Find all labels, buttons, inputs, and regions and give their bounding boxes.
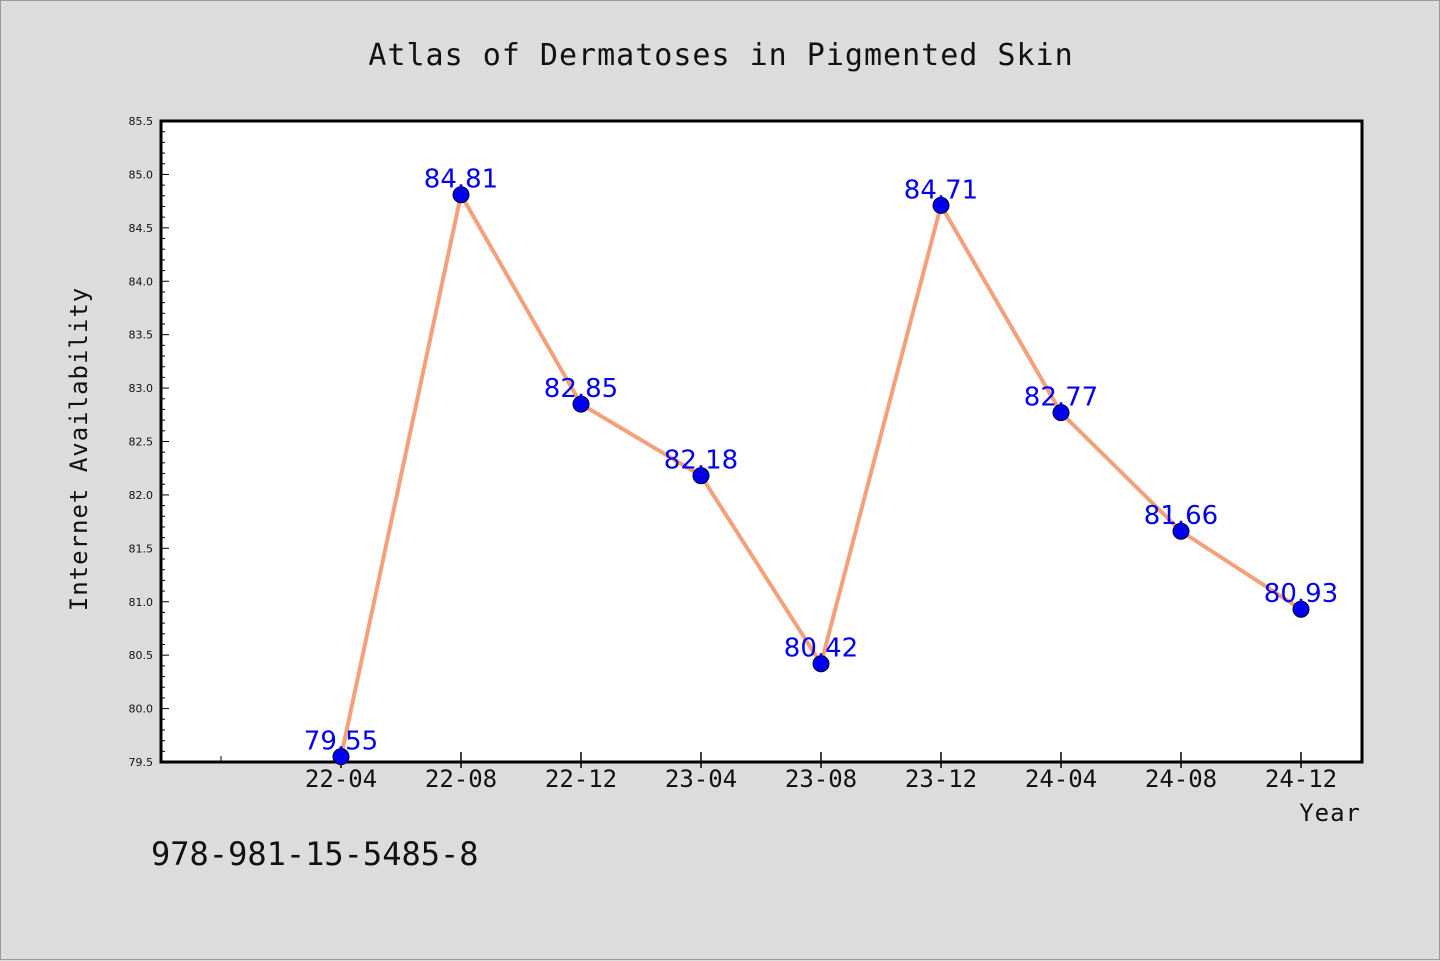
x-tick-label: 24-08 <box>1145 765 1217 793</box>
x-axis-label: Year <box>1299 799 1361 827</box>
x-tick-label: 24-04 <box>1025 765 1097 793</box>
y-tick-label: 81.5 <box>129 542 154 555</box>
y-axis: 79.5 80.0 80.5 81.0 81.5 82.0 82.5 83.0 83.5 84.0… <box>129 115 169 769</box>
data-label: 81.66 <box>1144 501 1218 531</box>
x-axis: 22-04 22-08 22-12 23-04 23-08 23-12 24-04 24-08… <box>220 752 1337 793</box>
data-point <box>932 196 950 214</box>
y-tick-label: 82.0 <box>129 489 154 502</box>
x-tick-label: 24-12 <box>1265 765 1337 793</box>
data-point <box>1172 522 1190 540</box>
x-tick-label: 22-04 <box>305 765 377 793</box>
data-label-group: 79.55 84.81 82.85 82.18 80.42 84.71 82.77 81.66… <box>304 165 1338 757</box>
data-point <box>332 748 350 766</box>
data-label: 82.85 <box>544 374 618 404</box>
x-tick-label: 22-12 <box>545 765 617 793</box>
y-tick-label: 83.5 <box>129 329 154 342</box>
marker-group <box>332 186 1310 766</box>
y-tick-label: 84.5 <box>129 222 154 235</box>
data-point <box>1052 404 1070 422</box>
x-tick-label: 23-08 <box>785 765 857 793</box>
data-label: 82.18 <box>664 446 738 476</box>
y-tick-label: 82.5 <box>129 436 154 449</box>
data-label: 79.55 <box>304 727 378 757</box>
x-tick-label: 23-12 <box>905 765 977 793</box>
y-tick-label: 79.5 <box>129 756 154 769</box>
y-axis-label: Internet Availability <box>65 287 93 611</box>
y-tick-label: 85.0 <box>129 168 154 181</box>
data-point <box>1292 600 1310 618</box>
plot-area <box>159 119 1364 764</box>
data-label: 80.42 <box>784 634 858 664</box>
data-label: 84.81 <box>424 165 498 195</box>
y-tick-label: 84.0 <box>129 275 154 288</box>
y-tick-label: 80.5 <box>129 649 154 662</box>
chart-title: Atlas of Dermatoses in Pigmented Skin <box>368 38 1073 73</box>
data-label: 84.71 <box>904 175 978 205</box>
y-tick-label: 81.0 <box>129 596 154 609</box>
x-tick-label: 22-08 <box>425 765 497 793</box>
isbn-text: 978-981-15-5485-8 <box>151 835 479 873</box>
data-label: 80.93 <box>1264 579 1338 609</box>
data-point <box>572 395 590 413</box>
y-tick-label: 85.5 <box>129 115 154 128</box>
y-tick-label: 80.0 <box>129 703 154 716</box>
data-label: 82.77 <box>1024 383 1098 413</box>
data-point <box>812 655 830 673</box>
data-point <box>692 467 710 485</box>
x-tick-label: 23-04 <box>665 765 737 793</box>
data-point <box>452 186 470 204</box>
y-tick-label: 83.0 <box>129 382 154 395</box>
